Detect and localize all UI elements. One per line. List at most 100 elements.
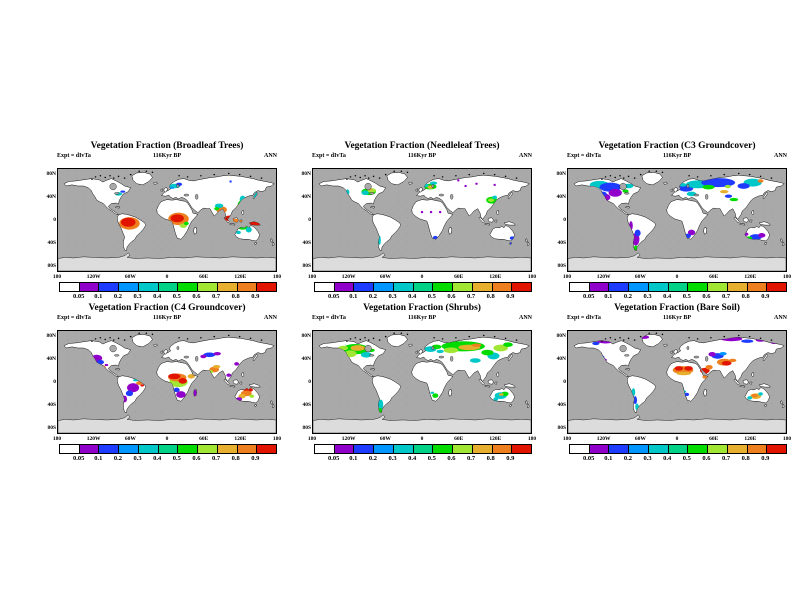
season-label: ANN	[264, 315, 277, 321]
lon-tick-label: 120E	[234, 436, 247, 442]
colorbar-segment	[79, 283, 100, 291]
colorbar-tick-label: 0.2	[368, 455, 377, 462]
colorbar-segment	[99, 445, 120, 453]
sea-ice-speckles	[346, 332, 518, 342]
colorbar-segment	[315, 283, 335, 291]
lon-tick-label: 120W	[596, 274, 611, 280]
colorbar-tick-label: 0.05	[72, 293, 85, 300]
time-label: 116Kyr BP	[152, 153, 182, 159]
colorbar-segment	[257, 283, 277, 291]
antarctica	[58, 414, 276, 433]
colorbar-segment	[492, 283, 513, 291]
colorbar-tick-label: 0.05	[582, 293, 595, 300]
colorbar-segment	[393, 445, 414, 453]
season-label: ANN	[774, 153, 787, 159]
colorbar-segment	[158, 445, 179, 453]
lon-tick-label: 120W	[341, 274, 356, 280]
colorbar-tick-label: 0.3	[643, 455, 652, 462]
colorbar-tick-label: 0.5	[427, 455, 436, 462]
colorbar-segment	[629, 283, 649, 291]
sea-ice-speckles	[346, 170, 518, 180]
map-panel: Vegetation Fraction (Needleleaf Trees) E…	[302, 141, 537, 303]
panel-title: Vegetation Fraction (Shrubs)	[363, 303, 481, 313]
lon-tick-label: 60E	[454, 274, 464, 280]
colorbar-tick-label: 0.2	[113, 455, 122, 462]
colorbar-tick-label: 0.3	[133, 455, 142, 462]
lon-tick-label: 180	[272, 436, 282, 442]
colorbar-tick-label: 0.8	[486, 293, 495, 300]
colorbar-tick-label: 0.6	[192, 293, 201, 300]
colorbar-segment	[433, 445, 454, 453]
map-panel: Vegetation Fraction (Bare Soil) Expt = d…	[557, 303, 792, 465]
lon-tick-label: 60W	[379, 274, 391, 280]
world-map-svg	[313, 169, 531, 271]
sea-ice-speckles	[601, 332, 773, 342]
lon-tick-label: 180	[527, 274, 537, 280]
lat-tick-label: 40S	[47, 240, 56, 247]
colorbar-segment	[629, 445, 649, 453]
lat-tick-label: 40S	[302, 240, 311, 247]
colorbar-tick-label: 0.8	[231, 455, 240, 462]
lat-tick-label: 40N	[301, 193, 311, 200]
colorbar-tick-label: 0.1	[604, 455, 613, 462]
season-label: ANN	[519, 153, 532, 159]
colorbar-tick-label: 0.1	[604, 293, 613, 300]
lat-tick-label: 80N	[46, 332, 56, 339]
world-map	[57, 168, 277, 272]
lakes	[109, 182, 199, 200]
lat-tick-label: 80S	[47, 263, 56, 270]
colorbar-segment	[747, 445, 768, 453]
colorbar-tick-label: 0.6	[447, 293, 456, 300]
map-panel: Vegetation Fraction (Shrubs) Expt = dIvT…	[302, 303, 537, 465]
lat-tick-label: 0	[53, 379, 56, 385]
lon-tick-label: 120W	[86, 436, 101, 442]
lat-tick-label: 80N	[46, 170, 56, 177]
lat-tick-label: 0	[53, 217, 56, 223]
world-map-svg	[568, 169, 786, 271]
panel-subheader: Expt = dIvTa 116Kyr BP ANN	[57, 153, 277, 161]
colorbar-tick-label: 0.6	[447, 455, 456, 462]
colorbar-tick-label: 0.3	[643, 293, 652, 300]
colorbar-tick-label: 0.6	[192, 455, 201, 462]
vegetation-regions	[345, 179, 515, 245]
lat-tick-label: 0	[563, 379, 566, 385]
antarctica	[58, 252, 276, 271]
colorbar	[569, 444, 787, 454]
lon-tick-label: 120E	[744, 436, 757, 442]
lakes	[619, 182, 709, 200]
lon-tick-label: 60W	[124, 436, 136, 442]
antarctica	[568, 414, 786, 433]
colorbar-tick-label: 0.4	[408, 455, 417, 462]
colorbar-tick-label: 0.2	[368, 293, 377, 300]
experiment-label: Expt = dIvTa	[312, 315, 346, 321]
lon-tick-label: 0	[420, 436, 424, 442]
colorbar	[59, 444, 277, 454]
lon-tick-label: 0	[165, 274, 169, 280]
time-label: 116Kyr BP	[407, 153, 437, 159]
map-panel: Vegetation Fraction (Broadleaf Trees) Ex…	[47, 141, 282, 303]
lon-tick-label: 60E	[199, 436, 209, 442]
colorbar-tick-label: 0.4	[663, 455, 672, 462]
map-panel: Vegetation Fraction (C3 Groundcover) Exp…	[557, 141, 792, 303]
colorbar-tick-label: 0.3	[388, 293, 397, 300]
colorbar-tick-label: 0.2	[113, 293, 122, 300]
colorbar-segment	[237, 445, 258, 453]
lat-tick-label: 40N	[46, 355, 56, 362]
lat-tick-label: 80N	[556, 170, 566, 177]
sea-ice-speckles	[601, 170, 773, 180]
map-panel: Vegetation Fraction (C4 Groundcover) Exp…	[47, 303, 282, 465]
colorbar-tick-label: 0.4	[663, 293, 672, 300]
colorbar-tick-label: 0.2	[623, 455, 632, 462]
panel-title: Vegetation Fraction (Bare Soil)	[614, 303, 740, 313]
colorbar-segment	[198, 283, 218, 291]
colorbar-tick-label: 0.7	[722, 455, 731, 462]
colorbar-tick-label: 0.5	[172, 293, 181, 300]
lon-tick-label: 180	[562, 274, 572, 280]
colorbar-segment	[688, 283, 709, 291]
colorbar-segment	[708, 283, 728, 291]
colorbar-segment	[668, 445, 689, 453]
colorbar-tick-label: 0.05	[327, 455, 340, 462]
sea-ice-speckles	[91, 332, 263, 342]
lon-tick-label: 120W	[86, 274, 101, 280]
lon-tick-label: 180	[307, 436, 317, 442]
